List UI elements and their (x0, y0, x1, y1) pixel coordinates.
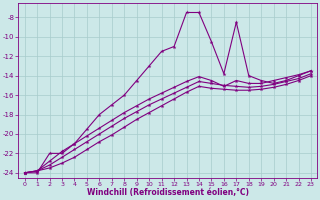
X-axis label: Windchill (Refroidissement éolien,°C): Windchill (Refroidissement éolien,°C) (87, 188, 249, 197)
